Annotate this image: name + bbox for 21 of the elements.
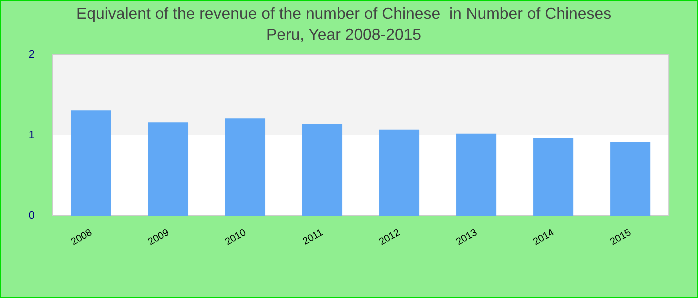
bar — [302, 124, 343, 216]
x-tick-label: 2011 — [301, 227, 326, 248]
x-tick-label: 2013 — [454, 227, 480, 248]
x-tick-label: 2009 — [146, 227, 172, 248]
y-tick-label: 2 — [28, 49, 36, 62]
bar — [380, 130, 420, 216]
x-tick-label: 2010 — [224, 227, 249, 248]
bar — [534, 138, 574, 216]
chart-title: Equivalent of the revenue of the number of Chinese in Number of Chineses — [76, 6, 612, 23]
x-tick-label: 2014 — [532, 227, 557, 248]
bar — [225, 118, 266, 216]
bar — [71, 110, 112, 216]
y-tick-label: 0 — [28, 210, 36, 222]
bar — [456, 134, 497, 216]
x-tick-label: 2015 — [608, 227, 634, 248]
x-tick-label: 2008 — [70, 227, 95, 248]
chart-subtitle: Peru, Year 2008-2015 — [266, 26, 422, 44]
bar — [610, 142, 651, 216]
bar — [148, 122, 189, 216]
x-tick-label: 2012 — [378, 227, 403, 248]
y-tick-label: 1 — [28, 130, 36, 142]
